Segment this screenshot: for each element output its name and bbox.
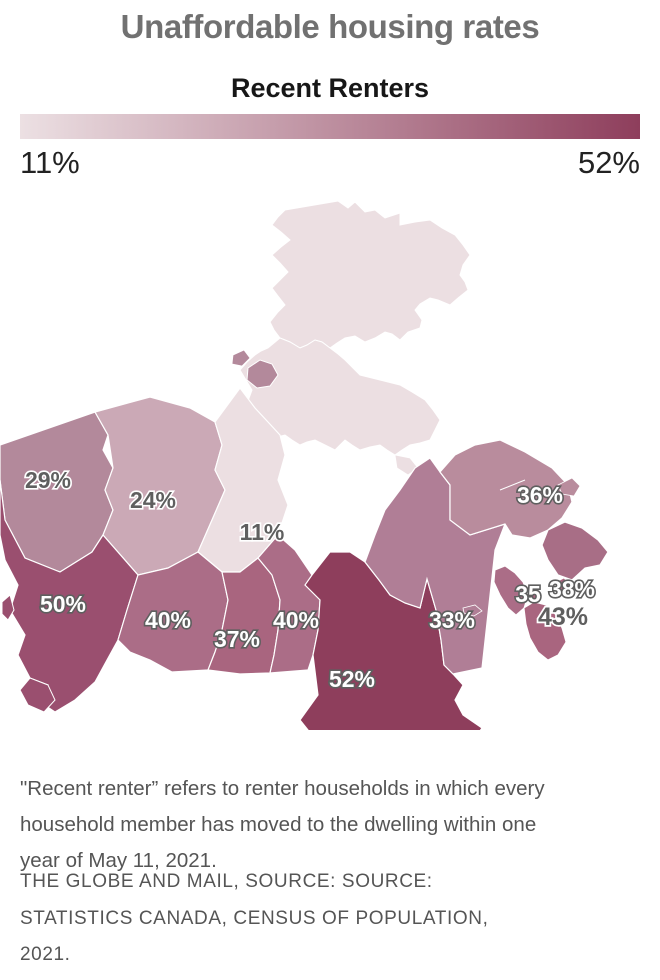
svg-text:29%: 29% [25,467,71,493]
svg-text:50%: 50% [40,591,86,617]
svg-text:52%: 52% [329,666,375,692]
svg-text:11%: 11% [240,519,285,545]
svg-text:38%: 38% [549,576,595,602]
svg-text:40%: 40% [145,607,191,633]
svg-text:40%: 40% [273,607,319,633]
svg-text:24%: 24% [130,487,176,513]
svg-text:36%: 36% [517,482,563,508]
svg-text:33%: 33% [429,607,475,633]
svg-text:43%: 43% [538,603,588,631]
svg-text:37%: 37% [214,626,260,652]
